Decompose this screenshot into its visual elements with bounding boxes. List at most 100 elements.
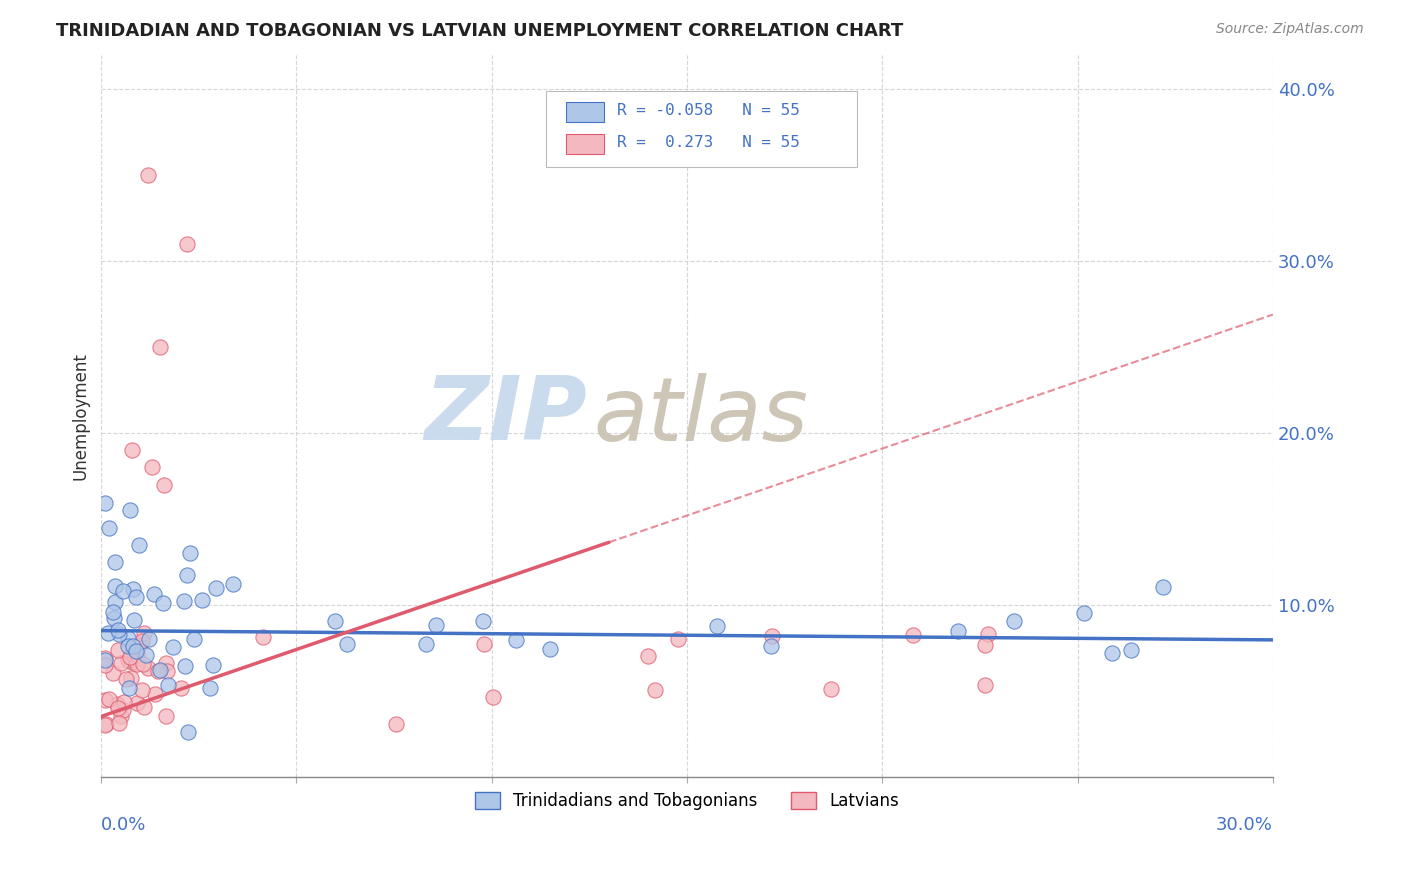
Point (125, 696, 148, 710)
Point (385, 716, 408, 731)
Point (222, 576, 245, 591)
Point (117, 640, 139, 654)
Point (177, 724, 200, 739)
Point (157, 678, 180, 692)
Point (121, 443, 143, 458)
Point (131, 683, 153, 698)
Point (120, 503, 142, 517)
Point (125, 644, 148, 658)
Point (103, 605, 125, 619)
Point (170, 681, 193, 695)
Point (152, 596, 174, 610)
Point (96, 626, 118, 640)
Point (117, 631, 139, 645)
Point (173, 594, 195, 608)
Point (103, 666, 125, 681)
Point (1119, 643, 1142, 657)
Point (974, 678, 997, 692)
Point (761, 629, 783, 643)
FancyBboxPatch shape (547, 91, 858, 167)
Point (122, 613, 145, 627)
Point (176, 237, 198, 252)
Point (136, 661, 159, 675)
Point (127, 648, 149, 662)
Point (107, 643, 129, 657)
Point (143, 687, 166, 701)
Point (112, 584, 135, 599)
Y-axis label: Unemployment: Unemployment (72, 352, 89, 480)
Point (117, 681, 139, 695)
Text: ZIP: ZIP (425, 372, 588, 459)
Point (252, 631, 274, 645)
Text: R = -0.058   N = 55: R = -0.058 N = 55 (617, 103, 800, 119)
Point (98, 520, 121, 534)
Point (149, 340, 172, 354)
Point (138, 632, 160, 646)
Point (176, 567, 198, 582)
Point (482, 690, 505, 705)
Point (425, 618, 447, 632)
Point (323, 614, 346, 628)
Point (155, 656, 177, 670)
Bar (567, 102, 603, 122)
Point (1002, 614, 1025, 628)
Point (115, 672, 138, 686)
Point (105, 697, 128, 711)
Point (903, 628, 925, 642)
Point (759, 639, 782, 653)
Point (128, 538, 150, 552)
Point (141, 460, 163, 475)
Point (472, 614, 495, 628)
Point (108, 715, 131, 730)
Point (666, 632, 689, 646)
Point (94, 717, 117, 731)
Point (155, 709, 177, 723)
Point (1152, 580, 1174, 594)
Point (644, 683, 666, 698)
Point (97, 691, 120, 706)
Point (110, 708, 132, 723)
Bar (567, 134, 603, 154)
Point (120, 649, 142, 664)
Text: 30.0%: 30.0% (1216, 816, 1272, 834)
Point (112, 703, 135, 717)
Point (110, 657, 132, 671)
Point (179, 546, 201, 560)
Point (946, 624, 969, 638)
Point (107, 701, 129, 715)
Point (107, 623, 129, 637)
Point (820, 681, 842, 696)
Point (198, 681, 221, 695)
Point (112, 695, 135, 709)
Point (117, 653, 139, 667)
Point (104, 579, 127, 593)
Point (505, 633, 527, 648)
Point (128, 638, 150, 652)
Point (162, 640, 184, 655)
Point (104, 595, 127, 609)
Text: Source: ZipAtlas.com: Source: ZipAtlas.com (1216, 22, 1364, 37)
Point (104, 555, 127, 569)
Point (977, 626, 1000, 640)
Point (94, 658, 117, 673)
Point (472, 638, 495, 652)
Point (108, 626, 131, 640)
Point (131, 633, 153, 648)
Point (183, 632, 205, 647)
Point (202, 658, 225, 673)
Point (143, 587, 166, 601)
Point (135, 648, 157, 662)
Point (131, 657, 153, 672)
Point (94, 693, 117, 707)
Point (1073, 606, 1095, 620)
Point (706, 619, 728, 633)
Point (336, 637, 359, 651)
Text: R =  0.273   N = 55: R = 0.273 N = 55 (617, 135, 800, 150)
Point (149, 663, 172, 677)
Point (974, 638, 997, 652)
Point (132, 699, 155, 714)
Point (205, 581, 228, 595)
Text: atlas: atlas (593, 373, 808, 458)
Point (121, 671, 143, 685)
Legend: Trinidadians and Tobagonians, Latvians: Trinidadians and Tobagonians, Latvians (467, 784, 907, 819)
